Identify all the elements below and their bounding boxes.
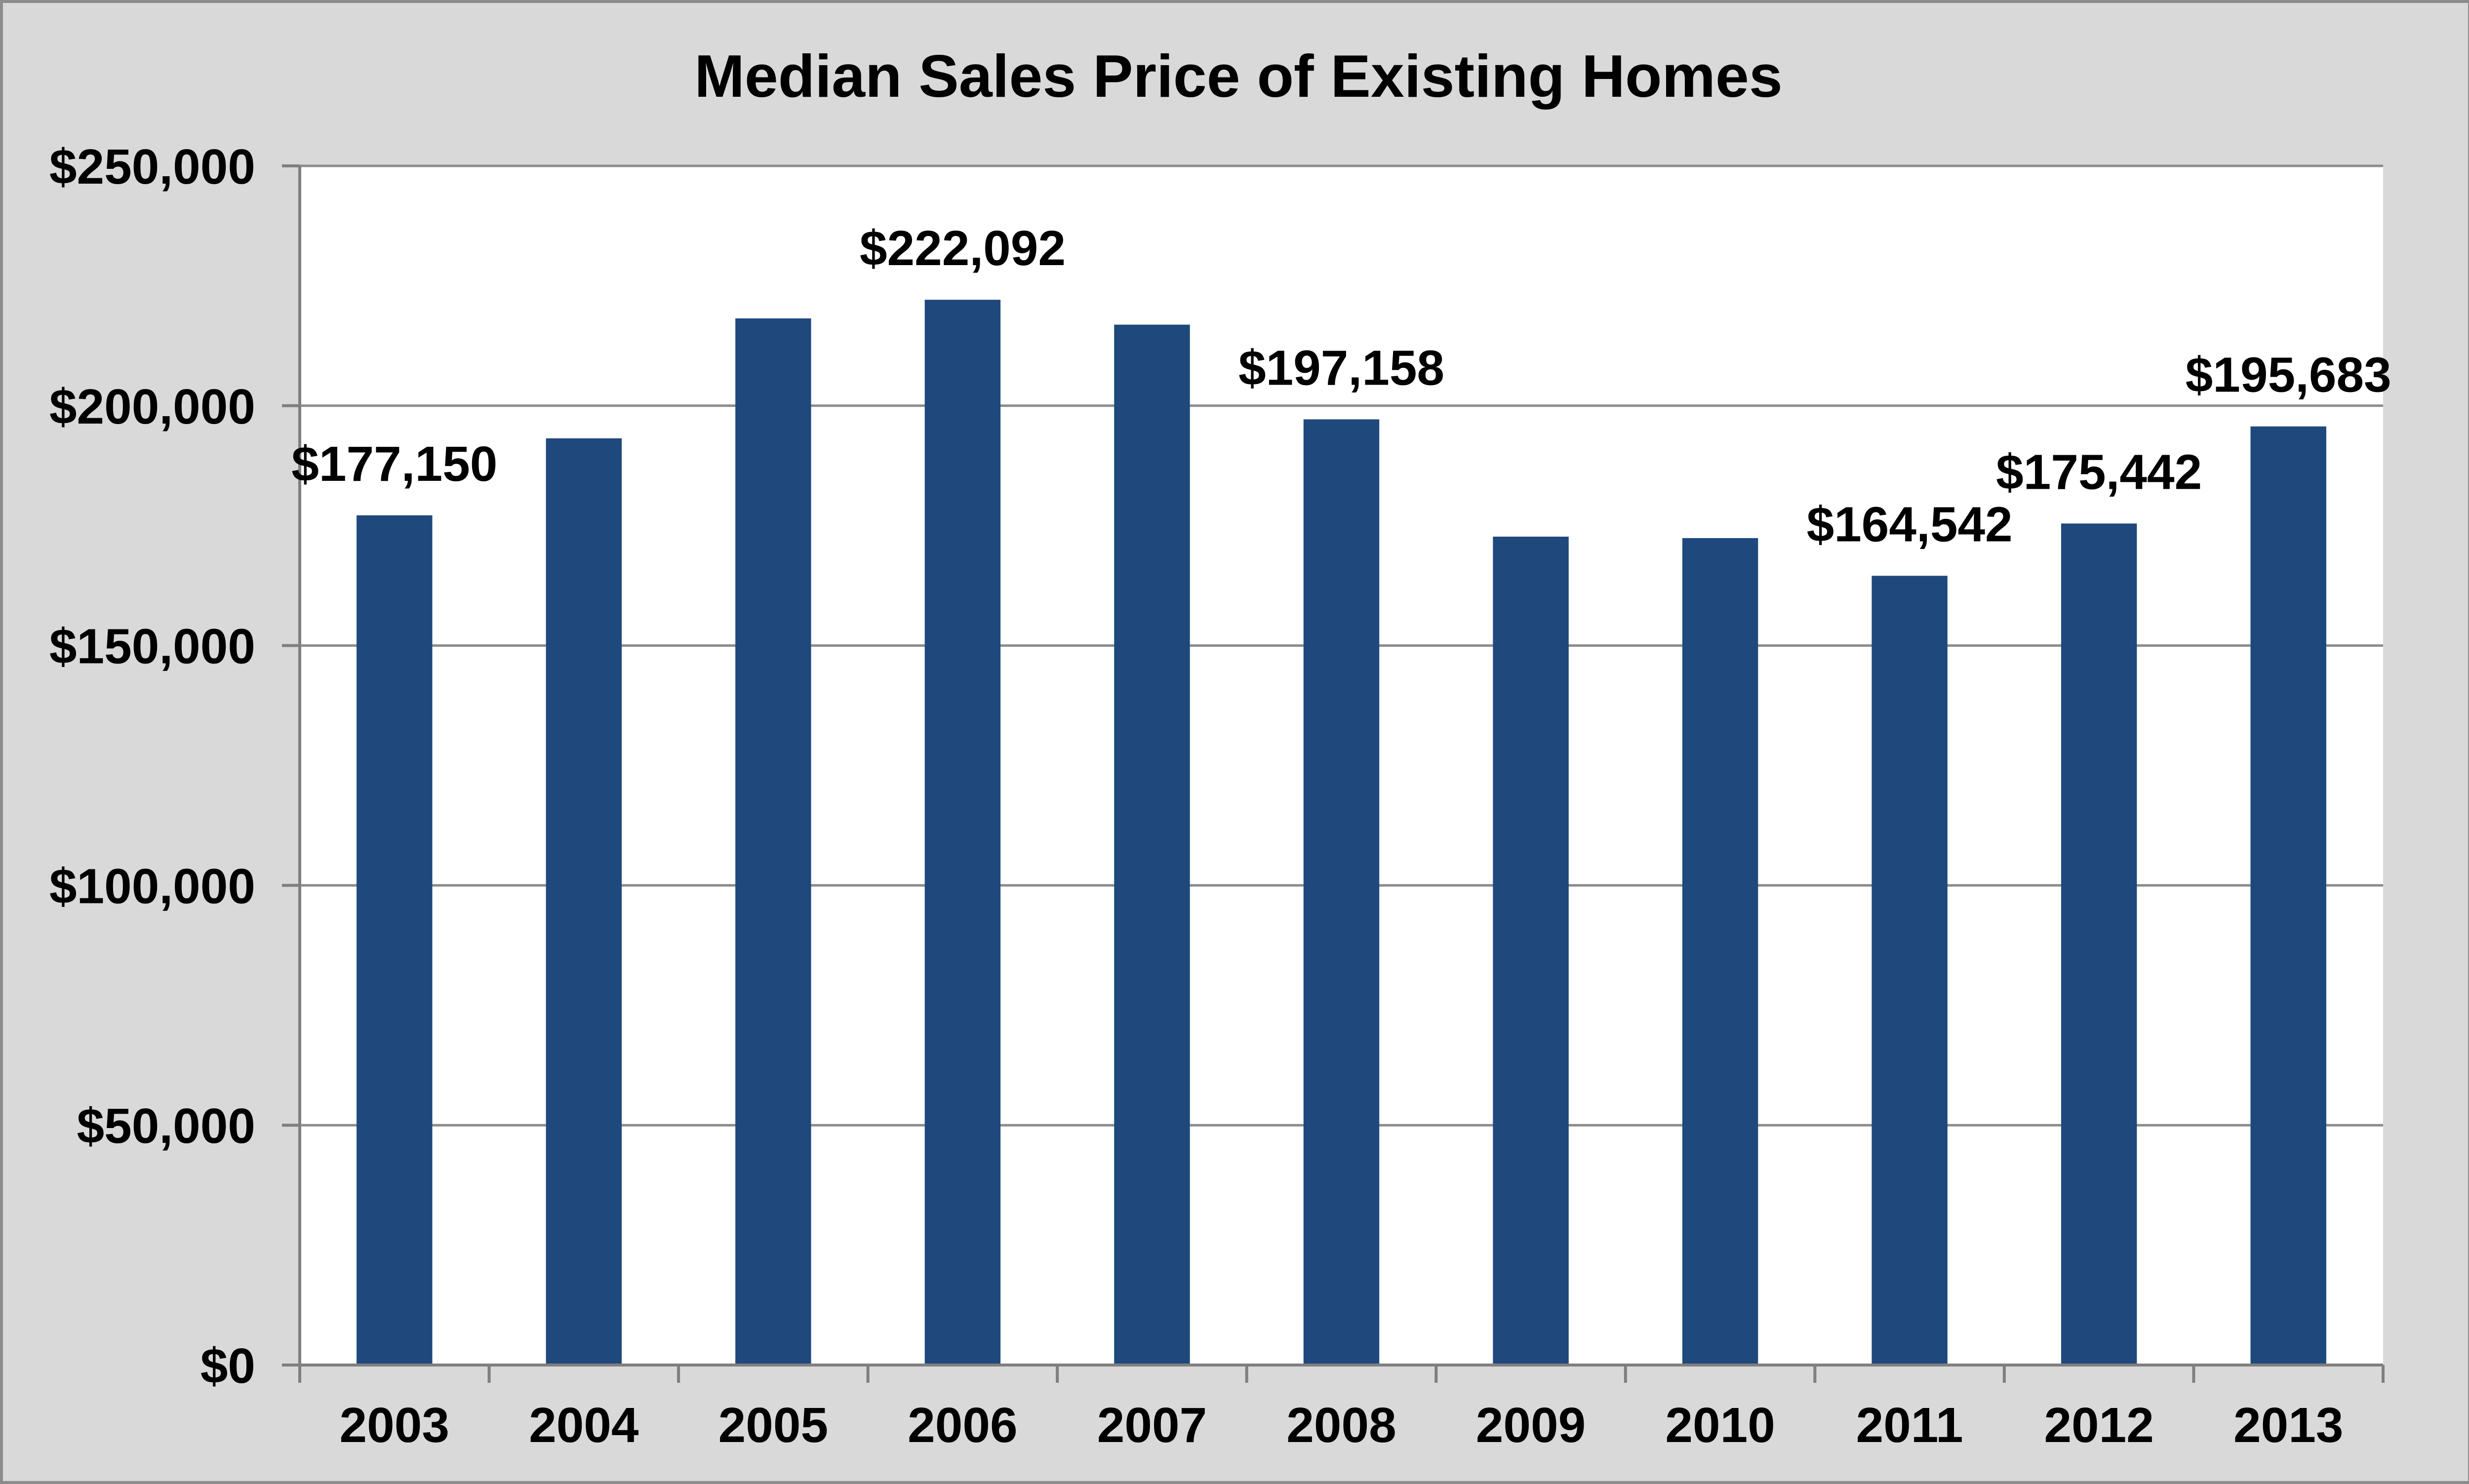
x-tick-labels: 2003 2004 2005 2006 2007 2008 2009 2010 2011 2012… (340, 1398, 2344, 1453)
axes (282, 164, 2385, 1383)
x-tick-label: 2003 (340, 1398, 449, 1453)
bar-2008 (1303, 419, 1380, 1365)
x-tick-label: 2005 (718, 1398, 828, 1453)
data-label: $164,542 (1807, 497, 2013, 552)
bar-2010 (1682, 538, 1758, 1365)
bar-2009 (1493, 537, 1569, 1365)
y-tick-label: $50,000 (77, 1098, 255, 1154)
x-tick-label: 2007 (1097, 1398, 1207, 1453)
y-tick-labels: $0 $50,000 $100,000 $150,000 $200,000 $250,00… (49, 139, 255, 1394)
x-tick-label: 2009 (1476, 1398, 1586, 1453)
data-label: $177,150 (291, 436, 497, 492)
y-tick-label: $250,000 (49, 139, 255, 195)
data-label: $222,092 (860, 221, 1066, 276)
bar-chart: Median Sales Price of Existing Homes $0$… (49, 42, 2391, 1453)
bar-2003 (357, 515, 433, 1365)
data-labels: $177,150 $222,092 $197,158 $164,542$175,442… (291, 221, 2391, 552)
data-label: $175,442 (1996, 444, 2202, 500)
bar-2006 (924, 300, 1001, 1366)
y-tick-label: $150,000 (49, 619, 255, 674)
bar-2004 (546, 438, 622, 1365)
bar-2005 (735, 318, 811, 1366)
x-tick-label: 2010 (1665, 1398, 1775, 1453)
x-tick-label: 2012 (2044, 1398, 2153, 1453)
bar-2011 (1872, 576, 1948, 1365)
x-tick-label: 2004 (529, 1398, 639, 1453)
bar-2012 (2061, 523, 2137, 1365)
x-tick-label: 2011 (1856, 1398, 1963, 1453)
x-tick-label: 2013 (2233, 1398, 2343, 1453)
bars (357, 300, 2326, 1366)
chart-title: Median Sales Price of Existing Homes (694, 42, 1783, 110)
data-label: $195,683 (2186, 348, 2391, 403)
y-tick-label: $200,000 (49, 379, 255, 434)
y-tick-label: $0 (200, 1338, 255, 1394)
x-tick-label: 2006 (908, 1398, 1017, 1453)
x-tick-label: 2008 (1286, 1398, 1396, 1453)
y-tick-label: $100,000 (49, 859, 255, 914)
bar-2007 (1114, 324, 1190, 1365)
bar-2013 (2250, 426, 2326, 1366)
data-label: $197,158 (1238, 340, 1444, 395)
